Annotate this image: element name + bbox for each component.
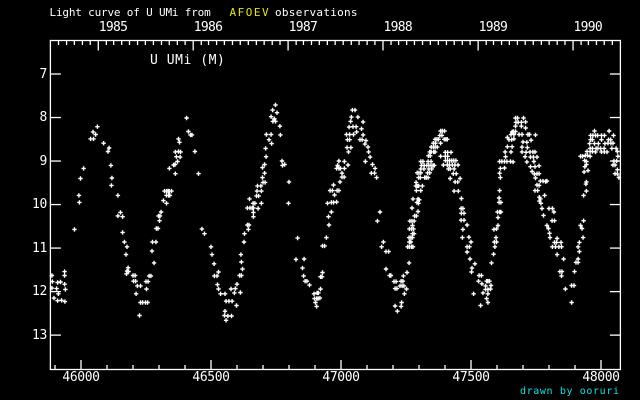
year-tick-label: 1987 [288, 19, 318, 35]
y-axis-tick-label: 11 [31, 240, 47, 256]
y-axis-tick-label: 12 [31, 284, 47, 300]
x-axis-tick-label: 48000 [582, 369, 620, 385]
chart-title-source: AFOEV [229, 6, 271, 19]
y-axis-tick-label: 8 [39, 110, 47, 126]
year-tick-label: 1986 [193, 19, 223, 35]
x-axis-tick-label: 47000 [322, 369, 360, 385]
year-tick-label: 1990 [573, 19, 603, 35]
y-axis-tick-label: 10 [31, 197, 47, 213]
y-axis-tick-label: 9 [39, 153, 47, 169]
chart-title-prefix: Light curve of U UMi from [49, 6, 211, 19]
credit-label: drawn by ooruri [520, 385, 620, 397]
y-axis-tick-label: 13 [31, 327, 47, 343]
year-tick-label: 1985 [98, 19, 128, 35]
year-tick-label: 1989 [478, 19, 508, 35]
chart-title-suffix: observations [275, 6, 358, 19]
x-axis-tick-label: 47500 [452, 369, 490, 385]
y-axis-tick-label: 7 [39, 66, 47, 82]
plot-frame [49, 39, 622, 371]
x-axis-tick-label: 46500 [192, 369, 230, 385]
data-points [49, 102, 622, 323]
star-name-label: U UMi (M) [150, 52, 226, 68]
x-axis-tick-label: 46000 [62, 369, 100, 385]
year-tick-label: 1988 [383, 19, 412, 35]
